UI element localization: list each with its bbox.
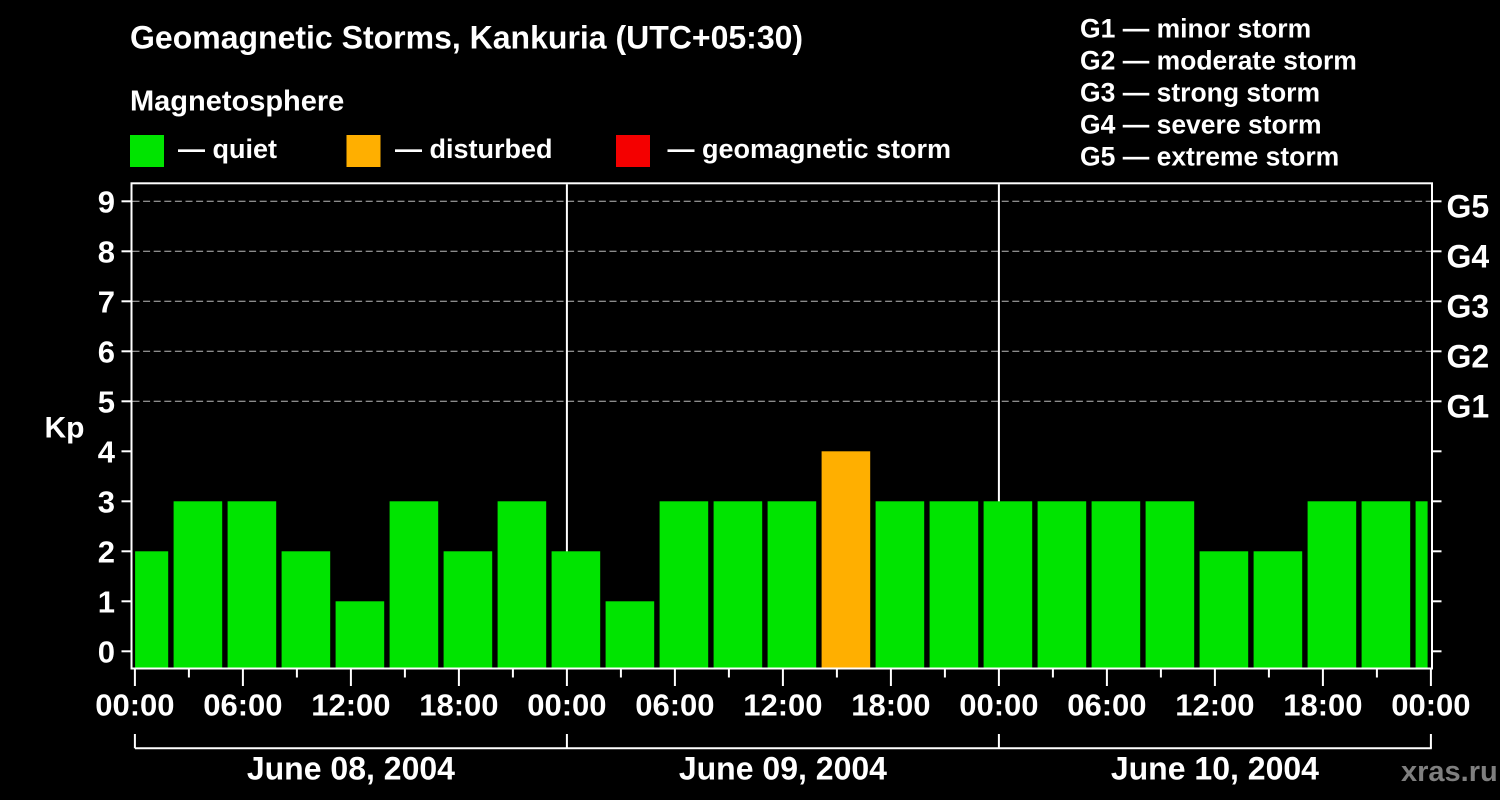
svg-text:xras.ru: xras.ru <box>1401 756 1498 788</box>
svg-text:12:00: 12:00 <box>1175 688 1254 723</box>
svg-text:9: 9 <box>98 185 115 220</box>
svg-text:1: 1 <box>98 585 115 620</box>
svg-text:— geomagnetic storm: — geomagnetic storm <box>668 134 952 164</box>
svg-text:7: 7 <box>98 285 115 320</box>
svg-text:G5: G5 <box>1447 189 1490 225</box>
svg-text:June 09, 2004: June 09, 2004 <box>679 750 887 786</box>
svg-text:8: 8 <box>98 235 115 270</box>
svg-text:5: 5 <box>98 385 115 420</box>
svg-text:— disturbed: — disturbed <box>395 134 553 164</box>
svg-text:— quiet: — quiet <box>178 134 277 164</box>
svg-text:2: 2 <box>98 535 115 570</box>
svg-text:12:00: 12:00 <box>743 688 822 723</box>
svg-text:Geomagnetic Storms, Kankuria (: Geomagnetic Storms, Kankuria (UTC+05:30) <box>130 20 803 56</box>
svg-text:18:00: 18:00 <box>419 688 498 723</box>
svg-text:Kp: Kp <box>45 412 85 445</box>
svg-text:0: 0 <box>98 635 115 670</box>
svg-text:G3 — strong storm: G3 — strong storm <box>1080 78 1320 108</box>
svg-text:18:00: 18:00 <box>1283 688 1362 723</box>
svg-text:4: 4 <box>98 435 116 470</box>
svg-text:June 10, 2004: June 10, 2004 <box>1111 750 1319 786</box>
svg-text:June 08, 2004: June 08, 2004 <box>247 750 455 786</box>
svg-text:00:00: 00:00 <box>1391 688 1470 723</box>
svg-text:00:00: 00:00 <box>95 688 174 723</box>
svg-text:3: 3 <box>98 485 115 520</box>
svg-text:06:00: 06:00 <box>203 688 282 723</box>
svg-text:06:00: 06:00 <box>1067 688 1146 723</box>
svg-text:00:00: 00:00 <box>527 688 606 723</box>
svg-text:18:00: 18:00 <box>851 688 930 723</box>
svg-text:G1: G1 <box>1447 389 1490 425</box>
svg-text:G5 — extreme storm: G5 — extreme storm <box>1080 142 1339 172</box>
svg-text:G4 — severe storm: G4 — severe storm <box>1080 110 1322 140</box>
svg-text:G2: G2 <box>1447 339 1490 375</box>
svg-text:G3: G3 <box>1447 289 1490 325</box>
svg-text:G2 — moderate storm: G2 — moderate storm <box>1080 46 1357 76</box>
svg-text:G1 — minor storm: G1 — minor storm <box>1080 14 1311 44</box>
svg-text:6: 6 <box>98 335 115 370</box>
svg-text:G4: G4 <box>1447 239 1490 275</box>
svg-text:00:00: 00:00 <box>959 688 1038 723</box>
svg-text:12:00: 12:00 <box>311 688 390 723</box>
svg-text:06:00: 06:00 <box>635 688 714 723</box>
svg-text:Magnetosphere: Magnetosphere <box>130 86 344 118</box>
